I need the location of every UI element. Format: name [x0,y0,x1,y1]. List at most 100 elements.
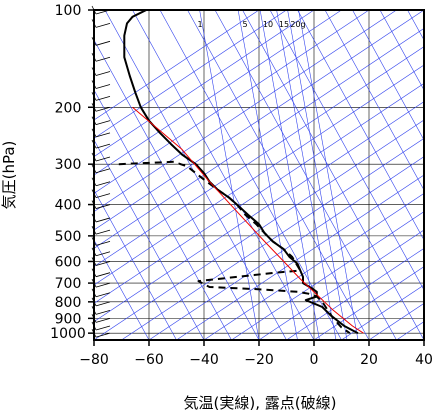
wind-barb [95,240,111,246]
y-tick-label: 100 [55,3,82,19]
y-tick-label: 300 [55,157,82,173]
isotherm-line [203,192,424,340]
isotherm-line [94,46,424,268]
x-tick-label: 20 [360,352,378,368]
y-axis-title: 気圧(hPa) [0,141,18,210]
adiabat-line [242,10,424,340]
adiabat-line [94,39,260,340]
wind-barb [95,332,111,338]
profile-lines [118,10,364,335]
mixing-ratio-line [276,10,337,340]
wind-barb [95,181,111,187]
wind-barb [95,217,111,223]
mixing-ratio-label: 15 [279,20,289,29]
wind-barb [95,120,111,126]
mixing-ratio-line [298,10,359,340]
mixing-ratio-label: 20g [290,20,305,29]
adiabat-line [379,10,424,91]
wind-barb [95,56,111,62]
adiabat-line [269,10,424,291]
mixing-ratio-line [199,10,260,340]
isotherm-line [94,10,397,213]
adiabat-line [297,10,424,241]
adiabat-line [324,10,424,191]
wind-barb [95,272,111,278]
wind-barb [95,317,111,323]
x-tick-label: 40 [415,352,433,368]
wind-barb [95,95,111,101]
wind-barb [95,261,111,266]
wind-barb [95,229,111,235]
wind-barb [95,132,111,138]
y-tick-label: 900 [55,311,82,327]
adiabat-line [94,89,232,340]
wind-barb [95,251,111,257]
wind-barb [95,292,111,298]
isolines [94,10,424,340]
x-tick-label: −40 [189,352,219,368]
wind-barb [95,325,111,331]
adiabat-line [159,10,342,340]
mixing-ratio-labels: 1 5 10 15 20g [197,20,305,29]
mixing-ratio-label: 1 [197,20,202,29]
wind-barbs [91,5,111,338]
isotherm-line [258,229,424,340]
wind-barb [95,143,111,149]
y-tick-label: 800 [55,295,82,311]
x-tick-label: −60 [134,352,164,368]
wind-barb [95,193,111,199]
wind-barb [95,22,111,28]
wind-barb [95,106,111,112]
isotherm-line [94,101,424,323]
y-tick-label: 1000 [50,326,86,342]
y-tick-label: 400 [55,198,82,214]
wind-barb [95,282,111,288]
isotherm-line [94,64,424,286]
isotherm-line [423,339,424,340]
isotherm-line [286,247,424,340]
x-axis-title: 気温(実線), 露点(破線) [184,394,337,412]
isotherm-line [121,137,424,340]
isotherm-line [94,82,424,304]
adiabat-line [132,10,315,340]
temperature-line [123,10,359,335]
isotherm-line [94,10,342,176]
wind-barb [95,309,111,315]
adiabat-line [104,10,287,340]
y-tick-label: 200 [55,100,82,116]
mixing-ratio-line [237,10,298,340]
adiabat-line [214,10,397,340]
isotherm-line [148,156,424,340]
adiabat-line [352,10,424,141]
y-tick-label: 700 [55,276,82,292]
isotherm-line [94,10,287,139]
isotherm-line [94,119,424,340]
adiabat-line [187,10,370,340]
wind-barb [95,204,111,209]
mixing-ratio-label: 10 [263,20,273,29]
wind-barb [95,71,111,76]
y-tick-label: 600 [55,254,82,270]
parcel-line [132,106,364,334]
mixing-ratio-label: 5 [242,20,247,29]
adiabat-line [94,239,150,340]
isotherm-line [94,10,424,231]
axis-ticks: −80 −60 −40 −20 0 20 40 100 200 300 400 500 600 700 80… [50,3,433,368]
isotherm-line [94,10,260,121]
x-tick-label: −20 [244,352,274,368]
dew-point-line [118,160,351,335]
y-tick-label: 500 [55,229,82,245]
wind-barb [95,84,111,89]
mixing-ratio-line [259,10,320,340]
x-tick-label: 0 [310,352,319,368]
adiabat-line [94,189,177,340]
wind-barb [95,40,111,46]
isotherm-line [231,211,424,340]
mixing-ratio-line [287,10,348,340]
x-tick-label: −80 [79,352,109,368]
wind-barb [95,168,111,174]
adiabat-line [94,139,205,340]
isotherm-line [176,174,424,340]
wind-barb [95,301,111,307]
